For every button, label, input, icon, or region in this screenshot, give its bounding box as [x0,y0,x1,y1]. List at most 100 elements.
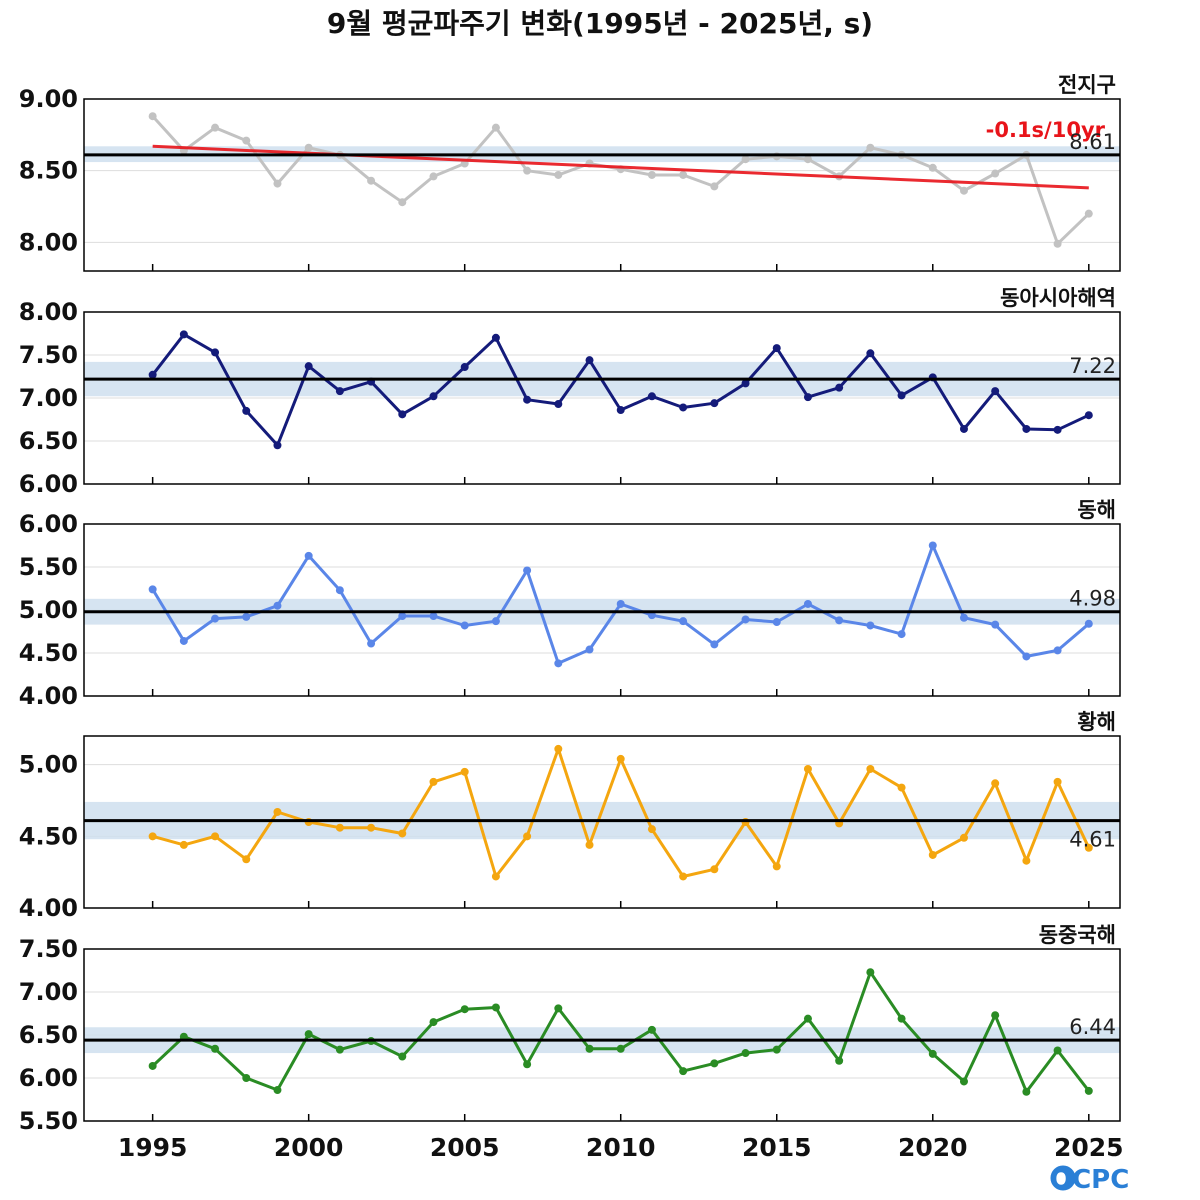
data-point [803,1014,812,1023]
data-point [367,823,376,832]
panel-frame [83,948,1121,1122]
data-point [273,601,282,610]
data-point [554,400,563,409]
data-point [710,1059,719,1068]
data-point [554,170,563,179]
mean-value-label: 7.22 [1069,354,1116,378]
data-point [1084,209,1093,218]
data-point [647,825,656,834]
data-point [148,832,157,841]
y-tick-label: 9.00 [19,85,78,113]
panel-3: 4.00 4.50 5.00 5.50 6.00 4.98 동해 [19,498,1121,710]
data-point [897,630,906,639]
data-point [398,1052,407,1061]
data-point [211,348,220,357]
data-point [460,363,469,372]
data-point [959,424,968,433]
region-label: 동중국해 [1039,923,1116,947]
mean-value-label: 4.98 [1069,587,1116,611]
data-point [585,356,594,365]
x-tick-label: 2025 [1054,1133,1124,1162]
data-point [585,645,594,654]
data-point [148,585,157,594]
panel-2: 6.00 6.50 7.00 7.50 8.00 7.22 동아시아해역 [19,286,1121,498]
data-point [179,840,188,849]
data-point [897,783,906,792]
data-point [491,1003,500,1012]
panel-frame [83,523,1121,697]
data-point [1084,843,1093,852]
data-point [242,406,251,415]
data-point [523,395,532,404]
data-point [523,566,532,575]
data-point [835,1056,844,1065]
data-point [991,1011,1000,1020]
data-point [679,170,688,179]
data-point [273,441,282,450]
data-point [710,640,719,649]
x-tick-label: 2020 [898,1133,968,1162]
data-point [304,362,313,371]
data-point [398,612,407,621]
data-point [242,1074,251,1082]
data-point [803,764,812,773]
data-point [679,617,688,626]
data-point [523,832,532,841]
x-tick-label: 1995 [118,1133,188,1162]
data-point [1022,856,1031,865]
data-point [679,403,688,412]
region-label: 황해 [1077,710,1116,734]
data-point [772,1045,781,1054]
data-point [304,143,313,152]
region-label: 동아시아해역 [1000,286,1116,310]
data-point [866,349,875,358]
data-point [866,621,875,630]
ocpc-logo-text: OCPC [1050,1165,1129,1195]
data-point [928,1049,937,1058]
data-point [491,123,500,132]
y-tick-label: 6.00 [19,470,78,498]
data-point [616,406,625,415]
data-point [1022,424,1031,433]
data-point [1053,1046,1062,1055]
data-point [148,112,157,121]
data-point [273,807,282,816]
data-point [866,764,875,773]
y-tick-label: 8.00 [19,228,78,256]
data-point [741,155,750,164]
data-point [491,617,500,626]
data-point [741,379,750,388]
data-point [959,1077,968,1086]
data-point [211,123,220,132]
data-point [1022,652,1031,661]
data-point [835,383,844,392]
y-tick-label: 7.00 [19,978,78,1006]
data-point [304,551,313,560]
x-tick-label: 2005 [430,1133,500,1162]
data-point [991,620,1000,629]
y-tick-label: 7.50 [19,341,78,369]
data-point [897,1014,906,1023]
data-point [585,1044,594,1053]
data-point [429,392,438,401]
data-point [741,615,750,624]
mean-value-label: 6.44 [1069,1015,1116,1039]
x-tick-label: 2000 [274,1133,344,1162]
y-tick-label: 6.00 [19,1064,78,1092]
data-point [460,621,469,630]
data-point [679,1067,688,1076]
data-point [616,599,625,608]
x-tick-label: 2010 [586,1133,656,1162]
y-tick-label: 4.50 [19,822,78,850]
data-point [959,613,968,622]
data-point [179,636,188,645]
data-point [211,614,220,623]
panel-5: 5.50 6.00 6.50 7.00 7.50 6.44 동중국해 [19,923,1121,1135]
data-point [242,855,251,864]
data-point [1053,425,1062,434]
y-tick-label: 5.50 [19,553,78,581]
y-tick-label: 5.00 [19,751,78,779]
panel-frame [83,98,1121,272]
data-point [991,779,1000,788]
